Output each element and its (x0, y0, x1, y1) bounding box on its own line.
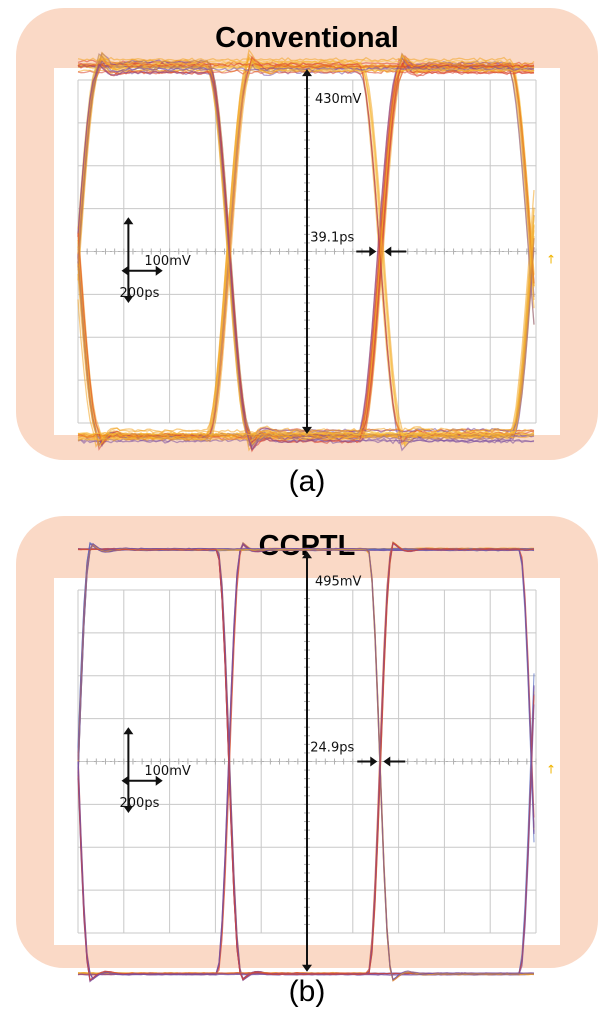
eye-trace (77, 543, 535, 981)
eye-trace (77, 63, 534, 451)
arrowhead (302, 69, 312, 77)
caption-b: (b) (288, 975, 326, 1008)
arrowhead (384, 246, 392, 257)
arrowhead (302, 551, 312, 559)
vscale-label: 100mV (144, 764, 190, 779)
eye-chart-conventional: 430mV 39.1ps 100mV 200ps ↑ (54, 48, 560, 453)
traces (77, 541, 535, 983)
arrowhead (155, 265, 163, 276)
arrowhead (123, 805, 134, 813)
annotations: 495mV 24.9ps 100mV 200ps (120, 551, 406, 972)
arrowhead (123, 295, 134, 303)
eye-trace (77, 56, 535, 287)
arrowhead (155, 775, 163, 786)
arrowhead (383, 756, 391, 767)
arrowhead (121, 775, 129, 786)
amplitude-label: 430mV (315, 92, 361, 107)
traces (77, 48, 535, 453)
jitter-label: 24.9ps (310, 741, 354, 756)
arrowhead (121, 265, 129, 276)
hscale-label: 200ps (120, 286, 160, 301)
eye-chart-ccptl: 495mV 24.9ps 100mV 200ps ↑ (54, 541, 560, 983)
hscale-label: 200ps (120, 796, 160, 811)
annotations: 430mV 39.1ps 100mV 200ps (120, 69, 407, 434)
caption-a: (a) (288, 465, 326, 498)
eye-trace (77, 431, 535, 437)
amplitude-label: 495mV (315, 574, 361, 589)
panel-title-conventional: Conventional (215, 22, 399, 54)
eye-trace (77, 54, 535, 441)
arrowhead (369, 246, 377, 257)
trigger-marker: ↑ (546, 253, 556, 267)
arrowhead (302, 964, 312, 972)
arrowhead (123, 217, 134, 225)
arrowhead (302, 426, 312, 434)
trigger-marker: ↑ (546, 763, 556, 777)
jitter-label: 39.1ps (310, 231, 354, 246)
vscale-label: 100mV (144, 254, 190, 269)
eye-trace (77, 542, 535, 981)
arrowhead (123, 727, 134, 735)
arrowhead (370, 756, 378, 767)
